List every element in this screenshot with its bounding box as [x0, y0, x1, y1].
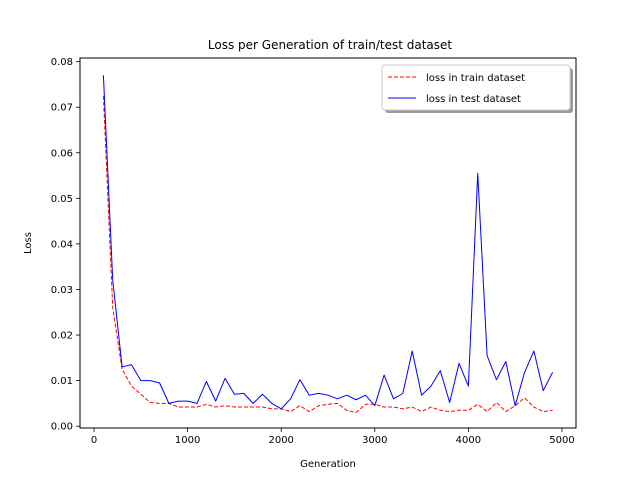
plot-area	[79, 57, 577, 429]
axes-frame	[79, 57, 577, 429]
chart-title: Loss per Generation of train/test datase…	[208, 38, 453, 52]
y-tick-label: 0.07	[51, 103, 73, 114]
y-axis-label: Loss	[23, 232, 34, 254]
y-tick-label: 0.01	[51, 376, 73, 387]
legend: loss in train dataset loss in test datase…	[381, 64, 573, 113]
y-tick-label: 0.03	[51, 285, 73, 296]
legend-box	[381, 64, 571, 111]
x-tick-label: 5000	[549, 435, 574, 446]
x-tick-label: 3000	[362, 435, 387, 446]
y-tick-label: 0.04	[51, 239, 73, 250]
y-tick-label: 0.08	[51, 57, 73, 68]
legend-label-train: loss in train dataset	[426, 73, 525, 84]
series-line-test	[102, 75, 554, 410]
y-axis: 0.00 0.01 0.02 0.03 0.04 0.05 0.06 0.07 0.08	[51, 57, 80, 433]
x-tick-label: 0	[91, 435, 97, 446]
y-tick-label: 0.02	[51, 331, 73, 342]
x-tick-label: 2000	[268, 435, 293, 446]
y-tick-label: 0.05	[51, 194, 73, 205]
x-axis: 0 1000 2000 3000 4000 5000	[91, 428, 575, 446]
legend-label-test: loss in test dataset	[426, 94, 521, 105]
x-axis-label: Generation	[300, 459, 356, 470]
x-tick-label: 1000	[175, 435, 200, 446]
y-tick-label: 0.06	[51, 148, 73, 159]
x-tick-label: 4000	[456, 435, 481, 446]
y-tick-label: 0.00	[51, 422, 73, 433]
